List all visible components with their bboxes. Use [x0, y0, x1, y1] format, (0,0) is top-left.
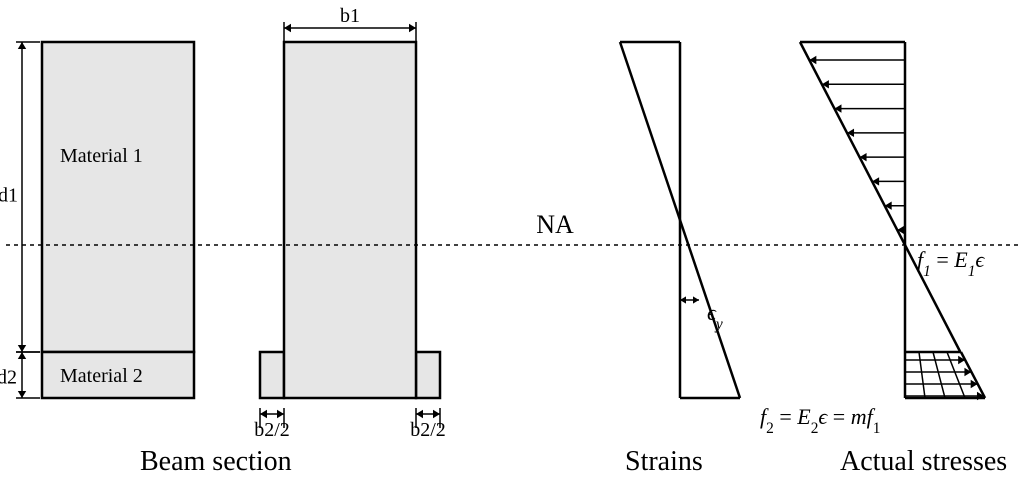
svg-text:NA: NA — [536, 210, 574, 239]
svg-text:f2 = E2ϵ = mf1: f2 = E2ϵ = mf1 — [760, 404, 880, 437]
svg-text:f1 = E1ϵ: f1 = E1ϵ — [917, 247, 985, 280]
svg-text:Beam section: Beam section — [140, 446, 292, 477]
svg-text:b1: b1 — [340, 5, 360, 27]
svg-text:Material 2: Material 2 — [60, 365, 143, 387]
svg-text:Material 1: Material 1 — [60, 145, 143, 167]
svg-text:b2/2: b2/2 — [254, 419, 290, 441]
svg-text:d1: d1 — [0, 185, 18, 207]
svg-text:b2/2: b2/2 — [410, 419, 446, 441]
svg-text:Strains: Strains — [625, 446, 703, 477]
svg-text:d2: d2 — [0, 367, 17, 389]
svg-text:ϵy: ϵy — [707, 300, 723, 333]
svg-text:Actual stresses: Actual stresses — [840, 446, 1007, 477]
